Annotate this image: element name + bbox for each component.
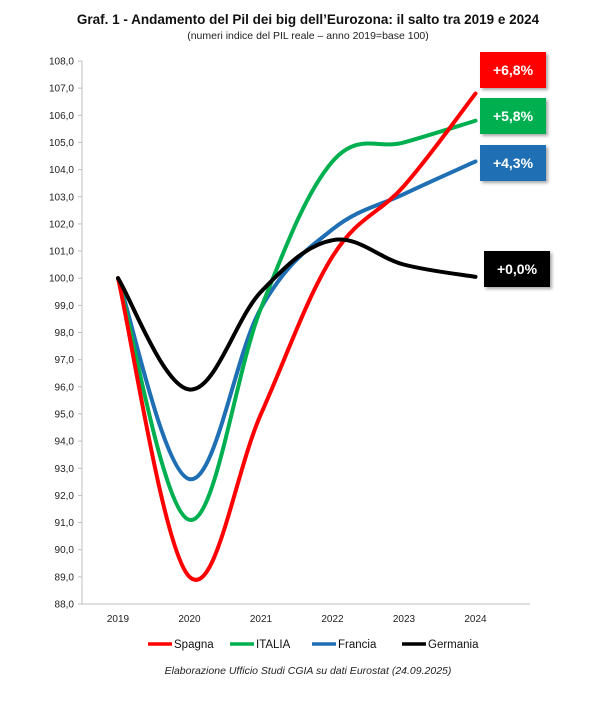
badge-italia: +5,8% (480, 98, 546, 134)
source-note: Elaborazione Ufficio Studi CGIA su dati … (0, 665, 616, 677)
y-tick-label: 98,0 (55, 328, 75, 339)
x-tick-label: 2021 (250, 614, 273, 625)
y-tick-label: 93,0 (55, 464, 75, 475)
legend-label-italia: ITALIA (256, 639, 291, 651)
y-tick-label: 94,0 (55, 437, 75, 448)
y-tick-label: 105,0 (49, 138, 74, 149)
legend-label-germania: Germania (428, 639, 479, 651)
y-tick-label: 88,0 (55, 600, 75, 611)
y-tick-label: 90,0 (55, 545, 75, 556)
y-tick-label: 106,0 (49, 111, 74, 122)
y-tick-label: 97,0 (55, 355, 75, 366)
y-tick-label: 102,0 (49, 219, 74, 230)
badge-francia: +4,3% (480, 145, 546, 181)
x-tick-label: 2024 (464, 614, 487, 625)
legend-label-spagna: Spagna (174, 639, 214, 651)
badge-spagna: +6,8% (480, 52, 546, 88)
y-tick-label: 101,0 (49, 247, 74, 258)
y-tick-label: 91,0 (55, 518, 75, 529)
y-tick-label: 107,0 (49, 84, 74, 95)
y-tick-label: 95,0 (55, 409, 75, 420)
badge-germania: +0,0% (484, 251, 550, 287)
x-tick-label: 2020 (178, 614, 201, 625)
y-tick-label: 96,0 (55, 382, 75, 393)
y-tick-label: 108,0 (49, 57, 74, 68)
y-tick-label: 99,0 (55, 301, 75, 312)
x-tick-label: 2022 (321, 614, 344, 625)
y-tick-label: 104,0 (49, 165, 74, 176)
y-tick-label: 92,0 (55, 491, 75, 502)
y-tick-label: 100,0 (49, 274, 74, 285)
x-tick-label: 2019 (107, 614, 130, 625)
series-line-spagna (118, 94, 476, 580)
series-line-francia (118, 161, 476, 479)
legend-label-francia: Francia (338, 639, 377, 651)
y-tick-label: 89,0 (55, 572, 75, 583)
x-tick-label: 2023 (393, 614, 416, 625)
y-tick-label: 103,0 (49, 192, 74, 203)
